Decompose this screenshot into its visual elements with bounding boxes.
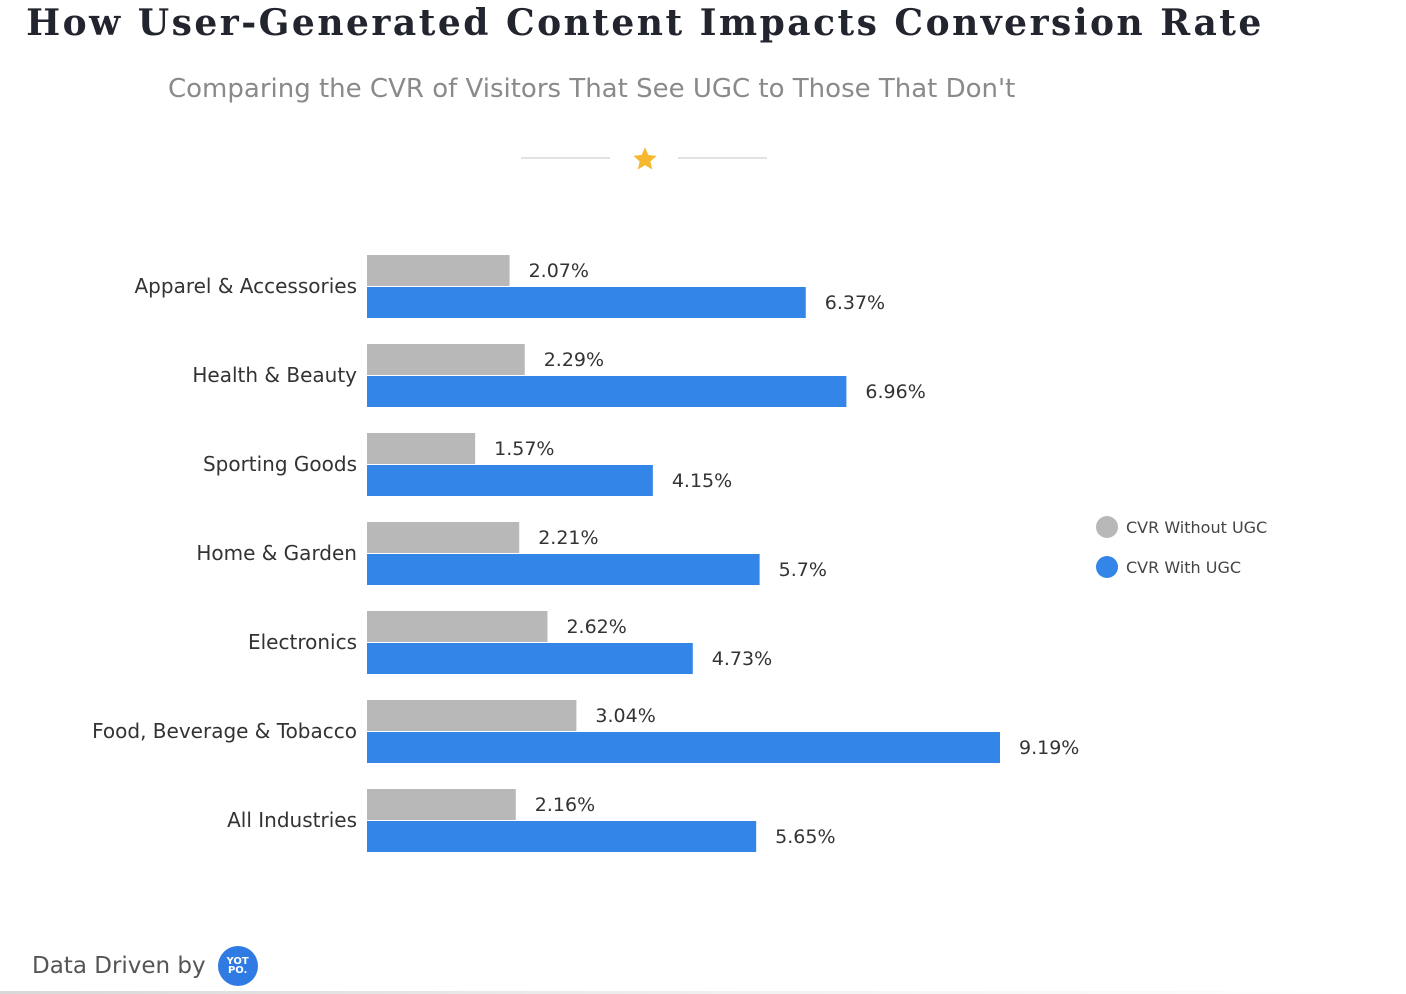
value-label-with-ugc-sporting-goods: 4.15% bbox=[672, 470, 732, 492]
legend-label-with-ugc: CVR With UGC bbox=[1126, 557, 1242, 577]
value-label-with-ugc-home-garden: 5.7% bbox=[779, 559, 827, 581]
bar-without-ugc-food-beverage-tobacco[interactable] bbox=[367, 700, 577, 731]
bar-with-ugc-sporting-goods[interactable] bbox=[367, 465, 653, 496]
value-label-without-ugc-home-garden: 2.21% bbox=[538, 527, 598, 549]
legend-item-without-ugc[interactable]: CVR Without UGC bbox=[1096, 514, 1267, 540]
value-label-without-ugc-all-industries: 2.16% bbox=[535, 794, 595, 816]
logo-text-top: YOT bbox=[226, 956, 249, 967]
category-label-health-beauty: Health & Beauty bbox=[192, 363, 357, 387]
bar-without-ugc-electronics[interactable] bbox=[367, 611, 548, 642]
category-label-sporting-goods: Sporting Goods bbox=[203, 452, 357, 476]
value-label-without-ugc-sporting-goods: 1.57% bbox=[494, 438, 554, 460]
value-label-with-ugc-food-beverage-tobacco: 9.19% bbox=[1019, 737, 1079, 759]
chart-title: How User-Generated Content Impacts Conve… bbox=[26, 2, 1264, 44]
bar-without-ugc-sporting-goods[interactable] bbox=[367, 433, 476, 464]
category-label-all-industries: All Industries bbox=[227, 808, 357, 832]
chart-subtitle: Comparing the CVR of Visitors That See U… bbox=[168, 74, 1016, 104]
category-label-food-beverage-tobacco: Food, Beverage & Tobacco bbox=[92, 719, 357, 743]
bar-with-ugc-apparel-accessories[interactable] bbox=[367, 287, 806, 318]
value-label-with-ugc-apparel-accessories: 6.37% bbox=[825, 292, 885, 314]
legend-swatch-without-ugc bbox=[1096, 516, 1118, 538]
yotpo-logo[interactable]: YOT PO. bbox=[217, 946, 258, 986]
bottom-rule bbox=[0, 991, 1406, 994]
category-label-home-garden: Home & Garden bbox=[196, 541, 357, 565]
bar-with-ugc-all-industries[interactable] bbox=[367, 821, 757, 852]
value-label-without-ugc-food-beverage-tobacco: 3.04% bbox=[595, 705, 655, 727]
legend-item-with-ugc[interactable]: CVR With UGC bbox=[1096, 554, 1267, 580]
bar-without-ugc-health-beauty[interactable] bbox=[367, 344, 525, 375]
category-label-apparel-accessories: Apparel & Accessories bbox=[135, 274, 358, 298]
footer-text: Data Driven by bbox=[32, 953, 206, 979]
logo-text-bottom: PO. bbox=[227, 965, 248, 976]
bar-with-ugc-food-beverage-tobacco[interactable] bbox=[367, 732, 1000, 763]
value-label-without-ugc-apparel-accessories: 2.07% bbox=[529, 260, 589, 282]
legend-swatch-with-ugc bbox=[1096, 556, 1118, 578]
legend-label-without-ugc: CVR Without UGC bbox=[1126, 517, 1268, 537]
star-icon bbox=[633, 147, 657, 170]
bar-without-ugc-apparel-accessories[interactable] bbox=[367, 255, 510, 286]
ornament-line-left bbox=[521, 157, 610, 159]
ornament-line-right bbox=[678, 157, 767, 159]
footer-attribution: Data Driven by YOT PO. bbox=[32, 946, 258, 986]
bar-without-ugc-home-garden[interactable] bbox=[367, 522, 520, 553]
value-label-with-ugc-health-beauty: 6.96% bbox=[865, 381, 925, 403]
category-label-electronics: Electronics bbox=[248, 630, 357, 654]
value-label-without-ugc-electronics: 2.62% bbox=[566, 616, 626, 638]
value-label-without-ugc-health-beauty: 2.29% bbox=[544, 349, 604, 371]
value-label-with-ugc-electronics: 4.73% bbox=[712, 648, 772, 670]
chart-legend: CVR Without UGC CVR With UGC bbox=[1096, 514, 1267, 594]
value-label-with-ugc-all-industries: 5.65% bbox=[775, 826, 835, 848]
bar-with-ugc-health-beauty[interactable] bbox=[367, 376, 847, 407]
bar-with-ugc-electronics[interactable] bbox=[367, 643, 693, 674]
bar-with-ugc-home-garden[interactable] bbox=[367, 554, 760, 585]
bar-without-ugc-all-industries[interactable] bbox=[367, 789, 516, 820]
